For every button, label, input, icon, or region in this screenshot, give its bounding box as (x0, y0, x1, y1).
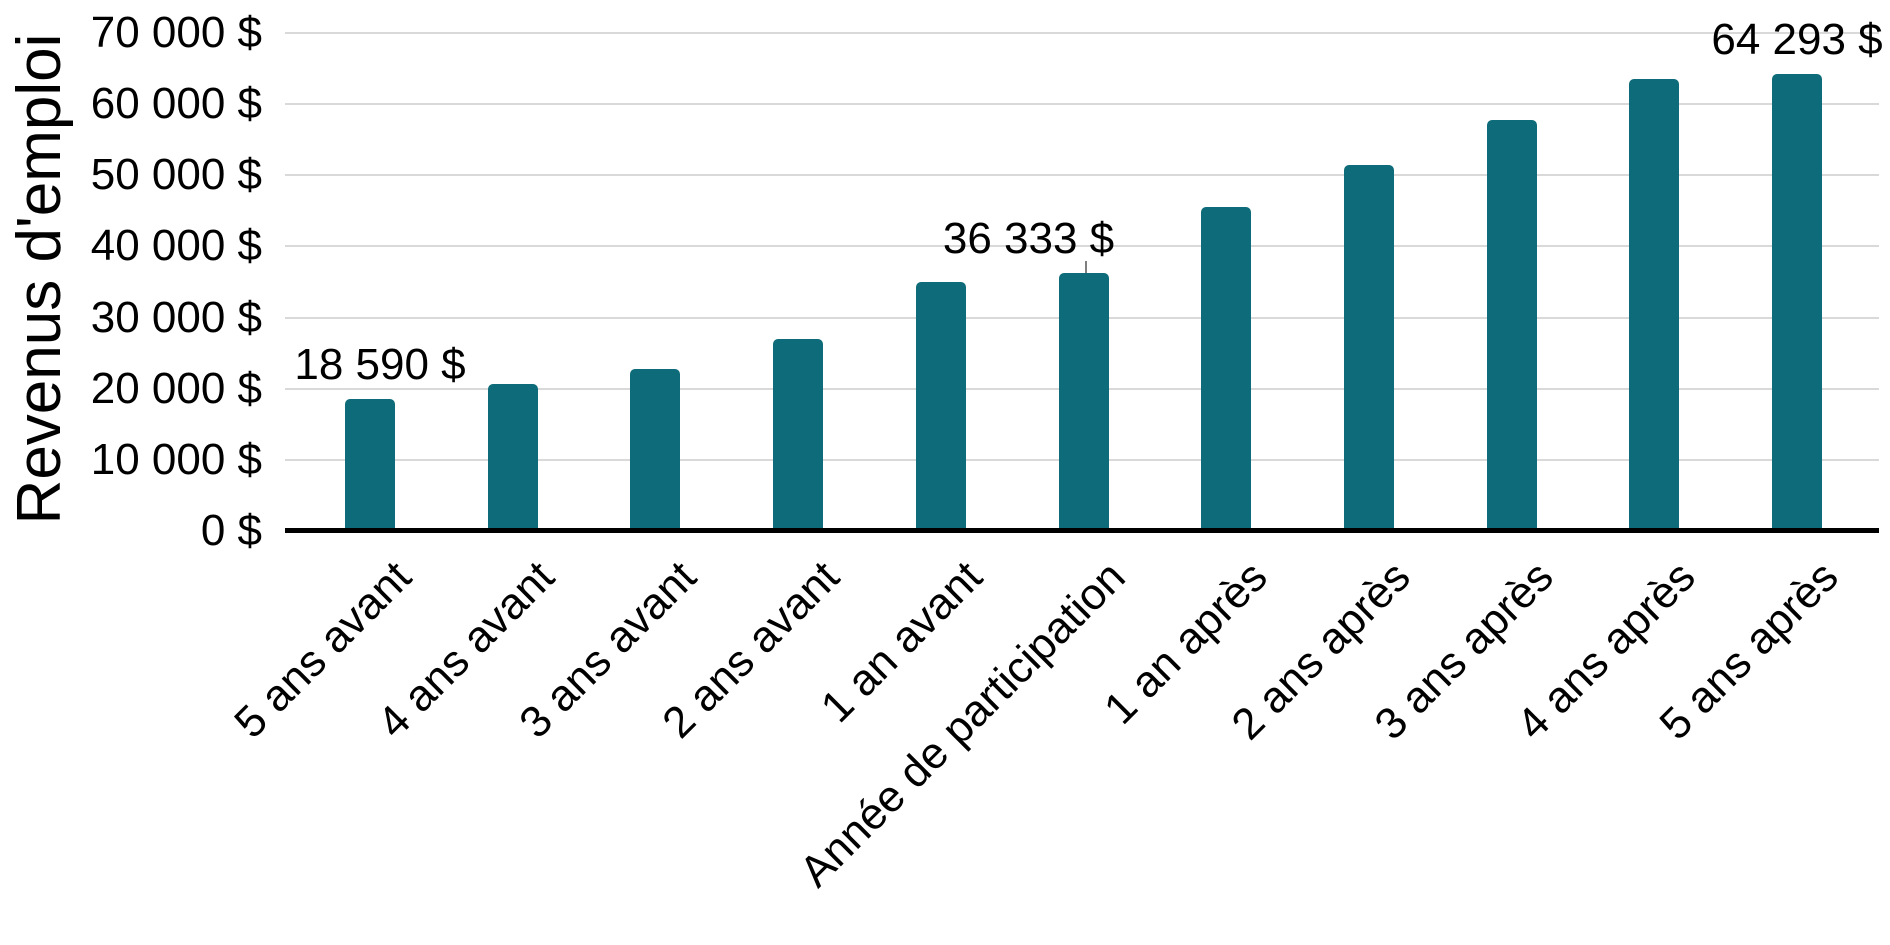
bar-2 ans après (1343, 164, 1394, 531)
y-tick-label: 60 000 $ (90, 79, 262, 129)
y-tick-label: 40 000 $ (90, 221, 262, 271)
bar-4 ans avant (487, 383, 538, 531)
bar-5 ans après (1772, 73, 1822, 531)
gridline (285, 103, 1879, 106)
bar-1 an après (1201, 207, 1252, 531)
y-tick-label: 10 000 $ (90, 434, 262, 484)
data-label: 36 333 $ (942, 213, 1115, 263)
bar-2 ans avant (773, 338, 824, 531)
gridline (285, 174, 1879, 177)
bar-3 ans après (1486, 119, 1537, 531)
x-axis-line (285, 528, 1879, 533)
y-tick-label: 50 000 $ (90, 150, 262, 200)
y-tick-label: 30 000 $ (90, 292, 262, 342)
bar-3 ans avant (630, 368, 681, 531)
label-leader-line (1084, 260, 1087, 273)
data-label: 64 293 $ (1711, 14, 1883, 64)
y-tick-label: 70 000 $ (90, 8, 262, 57)
bar-5 ans avant (345, 398, 395, 531)
bar-4 ans après (1629, 78, 1680, 531)
data-label: 18 590 $ (294, 339, 466, 389)
gridline (285, 32, 1879, 34)
gridline (285, 245, 1879, 248)
bar-Année de participation (1058, 272, 1109, 531)
y-tick-label: 20 000 $ (90, 363, 262, 413)
bar-1 an avant (915, 282, 966, 531)
plot-area: 18 590 $ 36 333 $ 64 293 $ (285, 17, 1883, 533)
y-tick-label: 0 $ (200, 506, 262, 555)
y-axis-tick-labels: 0 $ 10 000 $ 20 000 $ 30 000 $ 40 000 $ 50 00… (0, 11, 262, 553)
